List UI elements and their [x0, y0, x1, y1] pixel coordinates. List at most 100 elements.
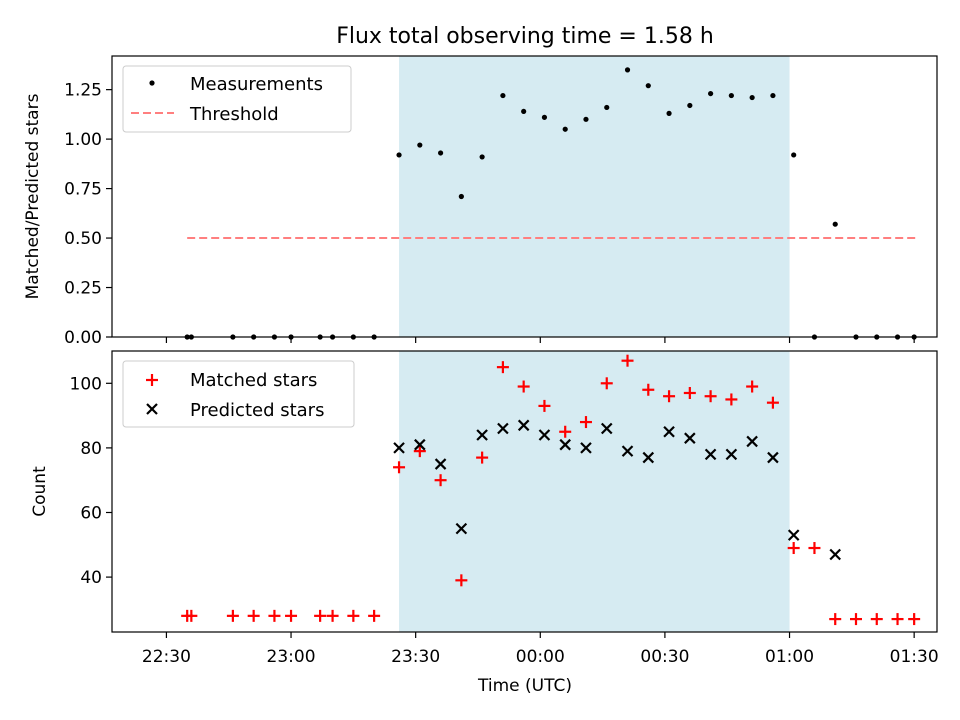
x-axis-label: Time (UTC) [477, 676, 572, 696]
predicted-stars-point [787, 529, 800, 541]
bottom-x-ticks: 22:30 23:00 23:30 00:00 00:30 01:00 01:30 [142, 632, 939, 667]
measurement-point [417, 142, 423, 148]
top-legend: Measurements Threshold [122, 65, 352, 133]
matched-stars-point [725, 393, 738, 406]
matched-stars-point [314, 609, 327, 622]
predicted-stars-point [580, 442, 592, 454]
matched-stars-point [226, 609, 239, 622]
matched-stars-point [538, 399, 551, 412]
legend-predicted-label: Predicted stars [190, 400, 324, 421]
bottom-y-tick-label: 100 [70, 374, 102, 394]
matched-stars-point [642, 383, 655, 396]
matched-stars-point [185, 609, 198, 622]
matched-stars-point [393, 461, 406, 474]
predicted-stars-point [414, 438, 426, 451]
measurement-point [583, 116, 589, 122]
bottom-shaded-span [399, 351, 790, 632]
predicted-stars-point [684, 432, 696, 444]
predicted-stars-point [455, 522, 468, 535]
predicted-stars-point [767, 451, 779, 464]
matched-stars-point [517, 380, 530, 393]
predicted-stars-point [642, 451, 655, 464]
measurement-point [541, 114, 548, 120]
matched-stars-point [908, 613, 921, 626]
top-y-tick-label: 1.25 [64, 81, 102, 101]
matched-stars-point [285, 609, 298, 622]
matched-stars-point [808, 542, 821, 555]
measurement-point [770, 92, 776, 99]
top-y-tick-label: 0.50 [64, 229, 102, 249]
bottom-plot-frame [111, 350, 938, 633]
predicted-stars-point [434, 458, 447, 470]
top-y-ticks: 0.00 0.25 0.50 0.75 1.00 1.25 [64, 81, 112, 348]
bottom-y-ticks: 40 60 80 100 [70, 374, 112, 588]
predicted-stars-point [704, 448, 717, 461]
predicted-stars-point [538, 429, 551, 441]
x-tick-label: 22:30 [142, 647, 191, 667]
measurement-point [687, 102, 693, 109]
measurement-point [437, 150, 444, 156]
x-tick-label: 23:00 [267, 647, 316, 667]
top-plot-area: 0.00 0.25 0.50 0.75 1.00 1.25 Matched/Predict… [23, 55, 938, 348]
predicted-stars-point [497, 422, 509, 435]
matched-stars-point [476, 451, 489, 464]
bottom-legend-box [122, 360, 355, 428]
matched-stars-point [434, 474, 447, 487]
matched-stars-point [849, 613, 862, 626]
bottom-y-axis-label: Count [30, 466, 50, 517]
matched-stars-point [368, 609, 381, 622]
matched-stars-point [347, 609, 360, 622]
top-shaded-span [399, 56, 790, 337]
bottom-data-marks [181, 354, 921, 626]
matched-stars-point [683, 386, 696, 399]
measurement-point [624, 67, 631, 73]
measurement-point [396, 152, 402, 158]
matched-stars-point [746, 380, 759, 393]
measurement-point [666, 110, 672, 116]
measurement-point [479, 154, 485, 160]
predicted-stars-point [746, 435, 758, 448]
top-data-marks [184, 67, 919, 340]
top-y-tick-label: 0.25 [64, 279, 102, 299]
measurement-point [749, 94, 755, 101]
matched-stars-point [455, 574, 468, 587]
matched-stars-point [247, 609, 260, 622]
matched-stars-point [891, 613, 904, 626]
predicted-stars-point [829, 548, 842, 561]
legend-matched-marker [146, 374, 158, 386]
legend-predicted-marker [146, 403, 158, 415]
predicted-stars-point [725, 448, 738, 461]
legend-matched-label: Matched stars [190, 370, 317, 391]
matched-stars-point [870, 613, 883, 626]
bottom-y-tick-label: 40 [80, 568, 102, 588]
bottom-y-tick-label: 80 [80, 439, 102, 459]
measurement-point [521, 108, 527, 115]
top-y-tick-label: 0.00 [64, 328, 102, 348]
measurement-point [604, 104, 610, 111]
predicted-stars-point [559, 438, 571, 451]
top-y-axis-label: Matched/Predicted stars [23, 93, 43, 299]
predicted-stars-point [600, 422, 613, 435]
matched-stars-point [787, 542, 800, 555]
matched-stars-point [559, 425, 572, 438]
measurement-point [645, 83, 651, 89]
x-tick-label: 23:30 [391, 647, 440, 667]
measurement-point [458, 193, 464, 200]
predicted-stars-point [393, 442, 405, 454]
predicted-stars-point [476, 429, 488, 441]
matched-stars-point [663, 390, 676, 403]
bottom-plot-area: 40 60 80 100 22:30 23:00 23:30 00:00 00:30 01:00… [30, 350, 939, 696]
x-tick-label: 01:30 [890, 647, 939, 667]
measurement-point [562, 126, 568, 132]
legend-measurements-label: Measurements [190, 74, 323, 95]
top-plot-frame [111, 55, 938, 338]
measurement-point [791, 152, 797, 158]
matched-stars-point [268, 609, 281, 622]
predicted-stars-point [663, 425, 675, 438]
matched-stars-point [413, 445, 426, 458]
matched-stars-point [621, 354, 634, 367]
top-legend-box [122, 65, 352, 133]
matched-stars-point [704, 390, 717, 403]
chart-title: Flux total observing time = 1.58 h [336, 24, 714, 49]
